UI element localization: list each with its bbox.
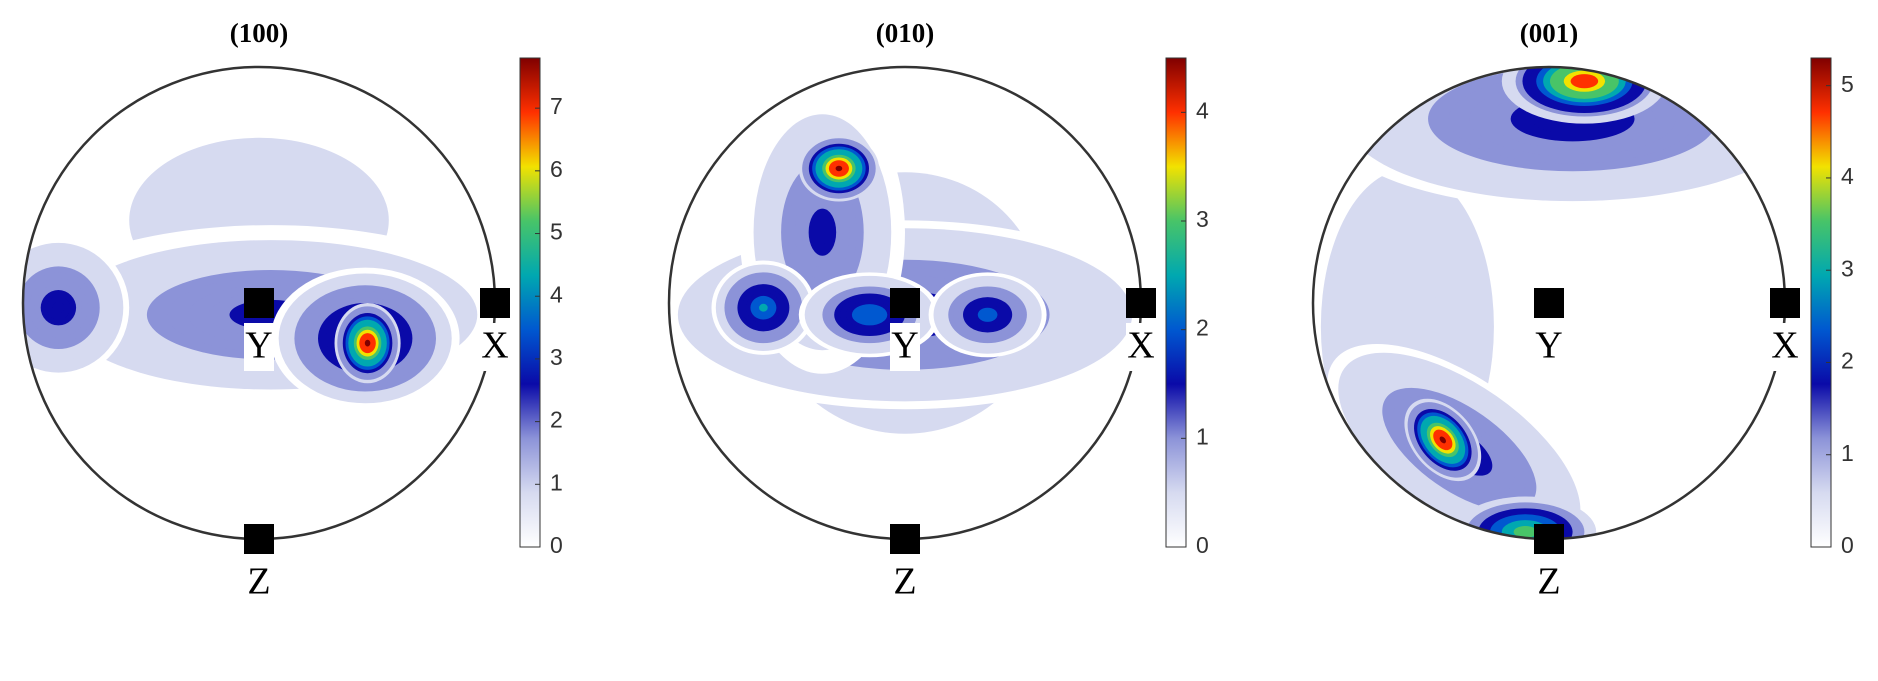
y-tick-label: 1: [550, 469, 563, 495]
axis-marker: [1126, 288, 1156, 318]
y-tick-label: 2: [1196, 315, 1209, 341]
label-bg: [1534, 323, 1564, 371]
pole-figure: (010) X Y Z 0 1 2 3 4: [667, 18, 1209, 603]
colorbar: [1165, 57, 1187, 548]
y-tick-label: 1: [1196, 423, 1209, 449]
axis-label: X: [481, 325, 508, 367]
y-tick-label: 4: [1841, 163, 1854, 189]
axis-label: Y: [245, 325, 272, 367]
axis-marker: [1534, 524, 1564, 554]
contour: [52, 301, 65, 314]
chart-title: (001): [1520, 18, 1578, 48]
axis-marker: [480, 288, 510, 318]
y-tick-label: 0: [550, 532, 563, 558]
label-bg: [1770, 323, 1800, 371]
axis-marker: [244, 524, 274, 554]
chart-title: (100): [230, 18, 288, 48]
y-tick-label: 4: [1196, 97, 1209, 123]
colorbar: [1810, 57, 1832, 548]
axis-label: Z: [1537, 561, 1560, 603]
y-tick-label: 4: [550, 281, 563, 307]
axis-marker: [1770, 288, 1800, 318]
pole-figure: (100) X Y Z 0 1 2 3 4 5 6 7: [21, 18, 563, 603]
axis-label: X: [1127, 325, 1154, 367]
axis-label: Y: [1535, 325, 1562, 367]
label-bg: [244, 323, 274, 371]
axis-marker: [890, 288, 920, 318]
axis-marker: [1534, 288, 1564, 318]
contour: [1396, 306, 1419, 347]
contour: [759, 303, 768, 312]
contour: [364, 339, 371, 347]
y-tick-label: 0: [1196, 532, 1209, 558]
y-tick-label: 0: [1841, 532, 1854, 558]
axis-marker: [244, 288, 274, 318]
y-tick-label: 3: [1841, 255, 1854, 281]
density-field: [1313, 67, 1785, 539]
density-field: [23, 67, 495, 539]
y-tick-label: 7: [550, 93, 563, 119]
chart-title: (010): [876, 18, 934, 48]
contour: [835, 165, 843, 172]
axis-label: Z: [247, 561, 270, 603]
axis-label: Y: [891, 325, 918, 367]
label-bg: [1126, 323, 1156, 371]
contour: [982, 311, 993, 319]
y-tick-label: 5: [550, 219, 563, 245]
colorbar: [519, 57, 541, 548]
contour: [815, 220, 830, 244]
contour: [863, 311, 876, 319]
y-tick-label: 6: [550, 156, 563, 182]
label-bg: [480, 323, 510, 371]
y-tick-label: 3: [1196, 206, 1209, 232]
contour: [1439, 436, 1446, 444]
contour: [1519, 528, 1532, 535]
y-tick-label: 3: [550, 344, 563, 370]
y-tick-label: 5: [1841, 71, 1854, 97]
contour: [1577, 77, 1592, 85]
pole-figure: (001) X Y Z 0 1 2 3 4 5: [1311, 18, 1854, 603]
axis-label: Z: [893, 561, 916, 603]
y-tick-label: 2: [550, 407, 563, 433]
label-bg: [890, 323, 920, 371]
y-tick-label: 2: [1841, 348, 1854, 374]
axis-marker: [890, 524, 920, 554]
axis-label: X: [1771, 325, 1798, 367]
y-tick-label: 1: [1841, 440, 1854, 466]
